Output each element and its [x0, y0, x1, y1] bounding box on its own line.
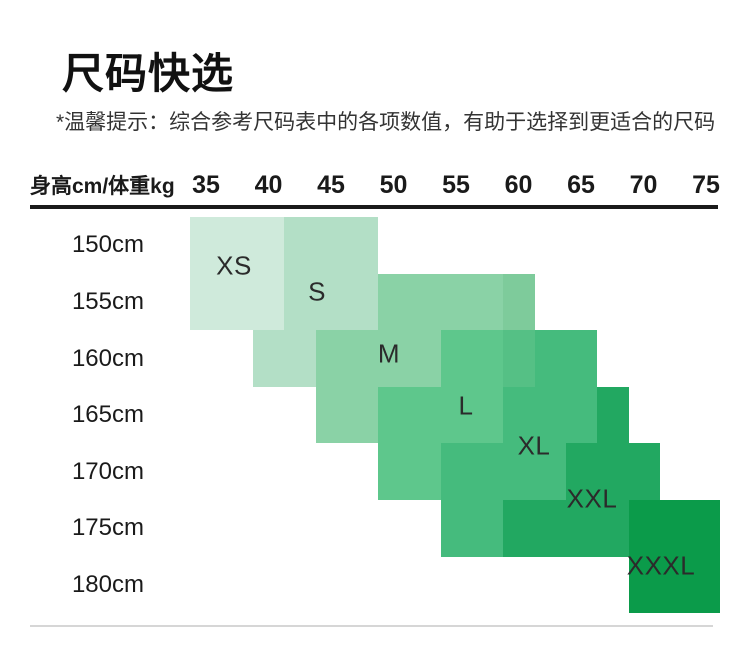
size-cell-xxl — [597, 386, 629, 444]
weight-tick-label: 65 — [567, 170, 595, 199]
height-tick-label: 165cm — [71, 401, 144, 429]
weight-tick-label: 50 — [379, 170, 408, 199]
size-label-xxxl: XXXL — [626, 550, 696, 581]
height-tick-label: 150cm — [71, 231, 144, 259]
height-tick-label: 180cm — [71, 570, 144, 598]
size-cell-xl — [503, 386, 598, 444]
size-cell-s — [284, 217, 379, 331]
weight-tick-label: 45 — [317, 170, 345, 199]
weight-tick-label: 35 — [192, 170, 220, 199]
page-title: 尺码快选 — [62, 50, 235, 97]
size-cell-m2 — [503, 273, 535, 331]
tip-note: *温馨提示：综合参考尺码表中的各项数值，有助于选择到更适合的尺码 — [56, 111, 716, 134]
bottom-divider — [30, 625, 713, 627]
size-cell-xl — [440, 500, 504, 557]
height-tick-label: 155cm — [71, 287, 144, 315]
size-cell-m — [315, 386, 379, 444]
height-tick-label: 160cm — [71, 344, 144, 372]
weight-tick-label: 60 — [504, 170, 533, 199]
size-label-m: M — [377, 338, 401, 369]
size-cell-s — [253, 330, 316, 387]
height-tick-label: 175cm — [71, 514, 144, 542]
size-cell-xxl — [566, 443, 660, 500]
axis-corner-label: 身高cm/体重kg — [30, 175, 175, 198]
weight-tick-label: 40 — [254, 170, 283, 199]
size-cell-xxxl — [628, 500, 720, 614]
size-label-xs: XS — [216, 250, 252, 281]
size-cell-l2 — [503, 330, 535, 387]
size-cell-xs — [190, 217, 285, 331]
weight-tick-label: 75 — [692, 170, 720, 199]
size-cell-xxl — [503, 500, 629, 557]
size-cell-m — [315, 330, 441, 387]
weight-tick-label: 55 — [442, 170, 470, 199]
size-label-xxl: XXL — [566, 483, 618, 514]
header-underline — [30, 205, 718, 209]
size-cell-l — [378, 386, 504, 444]
size-cell-xl — [440, 443, 566, 500]
weight-tick-label: 70 — [629, 170, 658, 199]
height-tick-label: 170cm — [71, 457, 144, 485]
size-cell-l — [378, 443, 441, 500]
size-label-l: L — [458, 390, 474, 421]
size-cell-l — [440, 330, 504, 387]
size-cell-m — [378, 273, 504, 331]
size-label-xl: XL — [517, 430, 551, 461]
size-cell-xl — [534, 330, 598, 387]
size-label-s: S — [308, 276, 326, 307]
